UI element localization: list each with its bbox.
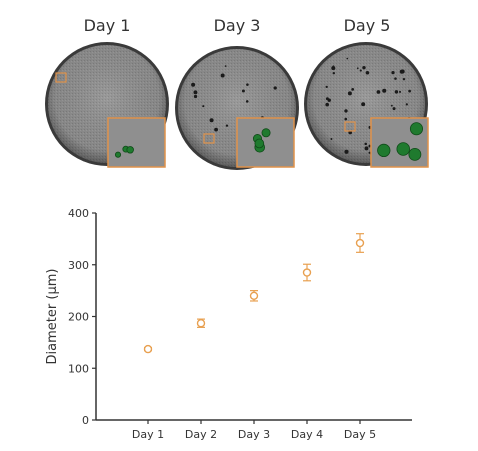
colony-dot	[361, 102, 366, 107]
colony-dot	[399, 69, 404, 74]
zoom-region-marker	[55, 72, 67, 83]
zoom-region-marker	[203, 133, 215, 144]
colony-dot	[364, 142, 367, 146]
y-tick-label: 200	[68, 311, 89, 324]
zoom-inset	[107, 117, 166, 168]
colony-dot	[359, 69, 362, 72]
inset-colony	[114, 151, 122, 158]
x-tick-label: Day 1	[132, 428, 164, 441]
colony-dot	[368, 151, 371, 154]
inset-frame	[236, 117, 295, 168]
colony-dot	[365, 70, 370, 75]
colony-dot	[191, 82, 196, 87]
colony-dot	[347, 91, 352, 96]
colony-dot	[224, 65, 227, 67]
colony-dot	[332, 71, 336, 75]
colony-dot	[408, 89, 411, 93]
colony-dot	[391, 70, 395, 75]
colony-dot	[344, 109, 348, 113]
inset-frame	[107, 117, 166, 168]
colony-dot	[376, 90, 381, 94]
zoom-inset	[370, 117, 429, 168]
inset-colony	[408, 147, 422, 161]
inset-colony	[396, 142, 410, 156]
colony-dot	[214, 127, 218, 132]
panel-label-day-5: Day 5	[343, 16, 391, 35]
y-tick-label: 100	[68, 362, 89, 375]
colony-dot	[245, 100, 249, 103]
colony-dot	[356, 67, 359, 70]
dish-panels	[45, 42, 429, 170]
colony-dot	[394, 90, 399, 94]
diameter-chart: 0 100 200 300 400 Day 1 Day 2 Day 3 Day 4 Day 5 Di…	[45, 207, 412, 441]
colony-dot	[193, 90, 198, 95]
y-tick-label: 0	[82, 414, 89, 427]
colony-dot	[382, 88, 387, 93]
zoom-region-marker	[344, 121, 356, 132]
colony-dot	[405, 103, 408, 106]
x-tick-label: Day 4	[291, 428, 323, 441]
y-tick-label: 400	[68, 207, 89, 220]
colony-dot	[346, 57, 349, 60]
colony-dot	[392, 107, 396, 111]
colony-dot	[390, 104, 393, 107]
x-tick-label: Day 5	[344, 428, 376, 441]
colony-dot	[325, 102, 329, 107]
data-point	[302, 268, 312, 277]
y-tick-label: 300	[68, 259, 89, 272]
colony-dot	[325, 97, 329, 101]
colony-dot	[325, 85, 328, 89]
colony-dot	[351, 88, 355, 91]
panel-label-day-3: Day 3	[213, 16, 261, 35]
x-tick-label: Day 3	[238, 428, 270, 441]
colony-dot	[220, 73, 225, 78]
colony-dot	[362, 65, 366, 70]
data-point	[196, 319, 206, 328]
y-axis-label: Diameter (µm)	[45, 269, 60, 365]
colony-dot	[225, 124, 229, 127]
inset-colony	[377, 143, 391, 158]
colony-dot	[344, 117, 348, 121]
inset-colony	[254, 138, 265, 149]
colony-dot	[241, 89, 245, 93]
colony-dot	[364, 146, 369, 151]
colony-dot	[193, 94, 198, 99]
petri-dish-1	[45, 42, 169, 168]
colony-dot	[402, 77, 406, 81]
inset-colony	[261, 128, 271, 138]
colony-dot	[209, 118, 214, 123]
colony-dot	[331, 66, 336, 71]
data-point	[249, 291, 259, 300]
zoom-inset	[236, 117, 295, 168]
inset-colony	[126, 146, 134, 154]
colony-dot	[246, 83, 249, 86]
colony-dot	[202, 105, 205, 108]
colony-dot	[398, 90, 402, 93]
colony-dot	[394, 77, 397, 80]
x-tick-label: Day 2	[185, 428, 217, 441]
data-point	[355, 238, 365, 248]
colony-dot	[330, 138, 333, 140]
data-point	[143, 344, 153, 354]
inset-colony	[409, 122, 424, 136]
petri-dish-2	[175, 46, 299, 170]
panel-label-day-1: Day 1	[83, 16, 131, 35]
colony-dot	[344, 149, 349, 154]
colony-dot	[273, 86, 277, 90]
petri-dish-3	[304, 42, 429, 168]
